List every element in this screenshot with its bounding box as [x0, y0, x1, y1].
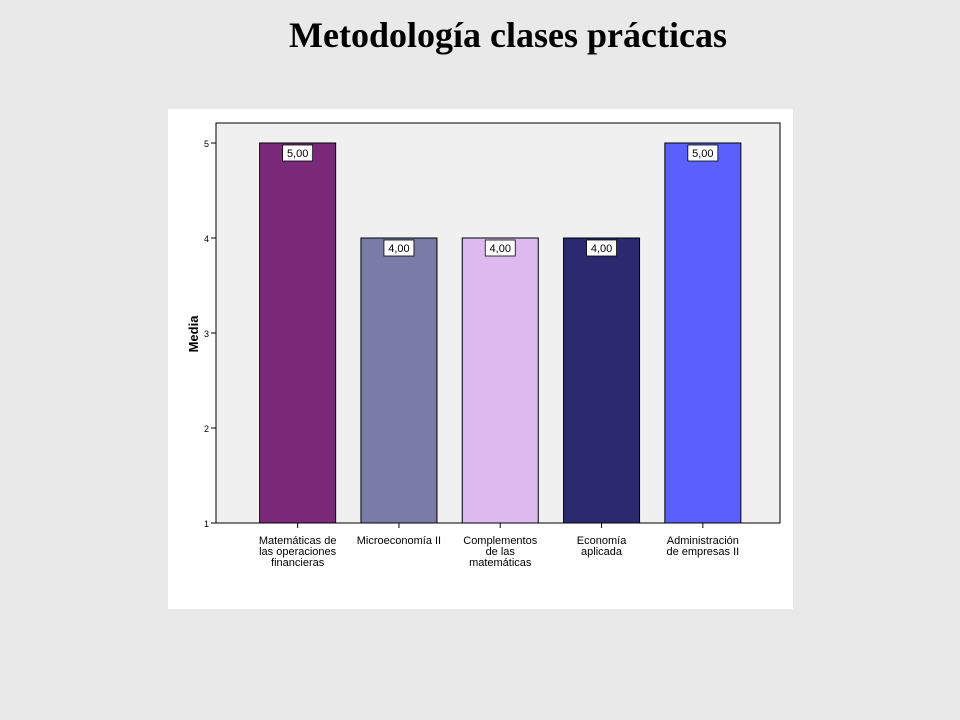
- bar: [664, 142, 742, 524]
- data-label: 5,00: [692, 148, 713, 160]
- x-tick-label: Complementos: [463, 535, 537, 547]
- x-tick-label: matemáticas: [469, 557, 532, 569]
- data-label: 5,00: [287, 148, 308, 160]
- y-axis-label: Media: [186, 315, 201, 353]
- data-label-box: [383, 239, 415, 257]
- x-tick-label: de las: [486, 546, 516, 558]
- data-label-box: [282, 144, 314, 162]
- bar: [563, 237, 641, 524]
- x-tick-label: Matemáticas de: [259, 535, 337, 547]
- y-tick-label: 5: [204, 139, 209, 149]
- x-tick-label: Administración: [667, 535, 739, 547]
- bar: [461, 237, 539, 524]
- bar: [259, 142, 337, 524]
- chart-panel: Matemáticas de las operaciones financieras…: [168, 109, 793, 609]
- data-label-box: [484, 239, 516, 257]
- x-tick-label: Microeconomía II: [357, 535, 441, 547]
- x-tick-label: aplicada: [581, 546, 623, 558]
- bar: [360, 237, 438, 524]
- y-tick-label: 3: [204, 329, 209, 339]
- x-tick-label: financieras: [271, 557, 325, 569]
- y-tick-label: 2: [204, 424, 209, 434]
- slide-title: Metodología clases prácticas: [289, 15, 727, 55]
- data-label-box: [687, 144, 719, 162]
- y-tick-label: 4: [204, 234, 209, 244]
- x-tick-label: de empresas II: [666, 546, 739, 558]
- y-tick-label: 1: [204, 519, 209, 529]
- data-label: 4,00: [591, 243, 612, 255]
- data-label: 4,00: [490, 243, 511, 255]
- data-label: 4,00: [388, 243, 409, 255]
- x-tick-label: Economía: [577, 535, 627, 547]
- data-label-box: [586, 239, 617, 257]
- x-tick-label: las operaciones: [259, 546, 337, 558]
